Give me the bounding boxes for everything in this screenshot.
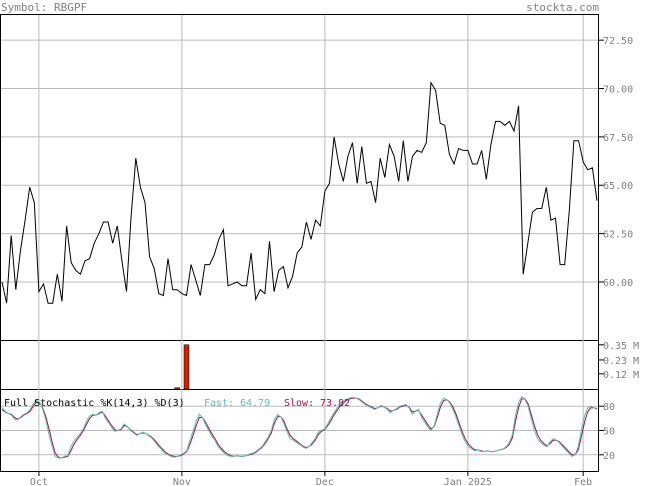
month-label: Oct — [30, 477, 48, 486]
volume-bar — [183, 344, 190, 390]
price-tick-label: 62.50 — [603, 230, 633, 241]
month-label: Nov — [173, 477, 191, 486]
volume-panel-frame — [0, 340, 599, 390]
price-line — [1, 81, 598, 304]
price-tick-label: 72.50 — [603, 36, 633, 47]
volume-tick-label: 0.23 M — [603, 356, 639, 367]
price-axis-labels: 72.50 70.00 67.50 65.00 62.50 60.00 — [603, 36, 633, 289]
fast-value: 64.79 — [240, 398, 270, 409]
grid-lines — [1, 15, 604, 476]
price-panel-frame — [0, 14, 599, 341]
price-tick-label: 60.00 — [603, 278, 633, 289]
symbol-label: Symbol: RBGPF — [1, 1, 87, 14]
site-label[interactable]: stockta.com — [526, 1, 599, 14]
month-label: Jan 2025 — [444, 477, 492, 486]
slow-label: Slow: — [284, 398, 314, 409]
price-tick-label: 67.50 — [603, 133, 633, 144]
volume-bar — [174, 387, 181, 390]
volume-tick-label: 0.12 M — [603, 370, 639, 381]
stochastic-title: Full Stochastic %K(14,3) %D(3) — [4, 398, 185, 409]
volume-tick-label: 0.35 M — [603, 341, 639, 352]
stochastic-tick-label: 50 — [603, 427, 615, 438]
month-label: Dec — [316, 477, 334, 486]
price-tick-label: 65.00 — [603, 181, 633, 192]
stochastic-tick-label: 80 — [603, 402, 615, 413]
stochastic-axis-labels: 80 50 20 — [598, 402, 615, 462]
volume-axis-labels: 0.35 M 0.23 M 0.12 M — [598, 341, 639, 381]
slow-value: 73.82 — [320, 398, 350, 409]
month-label: Feb — [574, 477, 592, 486]
price-tick-label: 70.00 — [603, 85, 633, 96]
stochastic-fast-line — [1, 395, 598, 459]
fast-label: Fast: — [204, 398, 234, 409]
volume-bars — [174, 344, 190, 390]
stochastic-tick-label: 20 — [603, 451, 615, 462]
